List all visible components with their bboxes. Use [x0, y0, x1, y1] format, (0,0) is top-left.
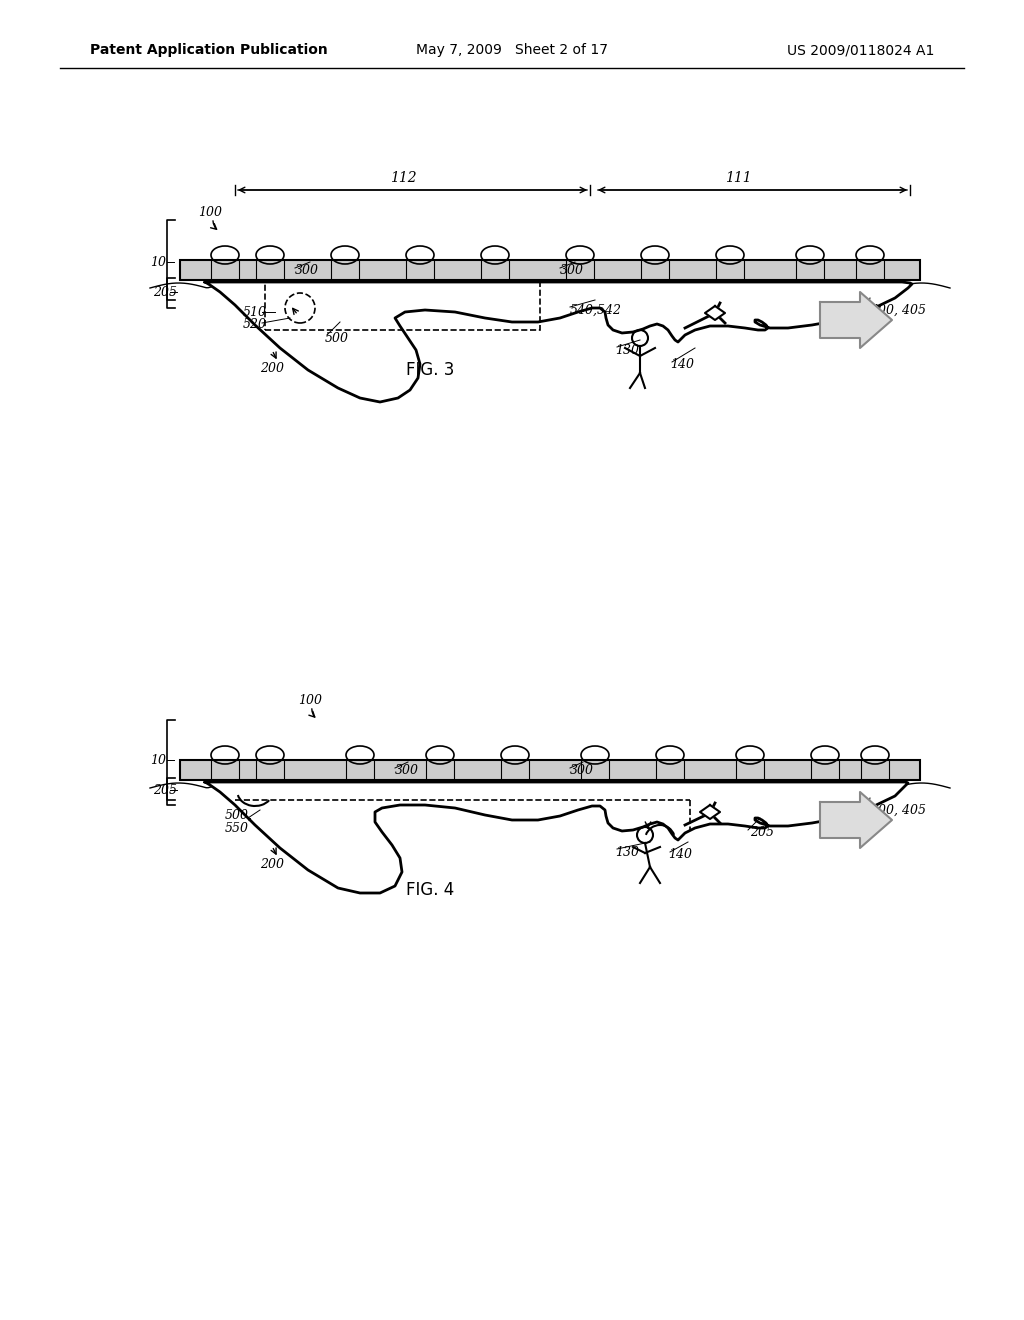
- Text: 10: 10: [150, 754, 166, 767]
- Polygon shape: [205, 282, 912, 403]
- Polygon shape: [705, 306, 725, 319]
- Text: May 7, 2009   Sheet 2 of 17: May 7, 2009 Sheet 2 of 17: [416, 44, 608, 57]
- Text: 540,542: 540,542: [570, 304, 622, 317]
- Text: 205: 205: [153, 784, 177, 796]
- Text: 300: 300: [395, 763, 419, 776]
- Polygon shape: [180, 260, 920, 280]
- Text: FIG. 4: FIG. 4: [406, 880, 454, 899]
- Text: 205: 205: [750, 825, 774, 838]
- Polygon shape: [180, 760, 920, 780]
- Text: 520: 520: [243, 318, 267, 331]
- Text: 140: 140: [668, 849, 692, 862]
- Text: US 2009/0118024 A1: US 2009/0118024 A1: [786, 44, 934, 57]
- Text: 100: 100: [198, 206, 222, 219]
- Text: 300: 300: [295, 264, 319, 276]
- Text: 100: 100: [298, 693, 322, 706]
- Text: 400, 405: 400, 405: [870, 804, 926, 817]
- Text: 510: 510: [243, 305, 267, 318]
- Text: 500: 500: [325, 331, 349, 345]
- Polygon shape: [820, 292, 892, 348]
- Text: 200: 200: [260, 858, 284, 871]
- Text: Patent Application Publication: Patent Application Publication: [90, 44, 328, 57]
- Text: 300: 300: [560, 264, 584, 276]
- Text: 130: 130: [615, 343, 639, 356]
- Text: FIG. 3: FIG. 3: [406, 360, 455, 379]
- Polygon shape: [700, 805, 720, 818]
- Text: 205: 205: [153, 285, 177, 298]
- Text: 550: 550: [225, 821, 249, 834]
- Text: 111: 111: [725, 172, 752, 185]
- Text: 130: 130: [615, 846, 639, 858]
- Text: 140: 140: [670, 359, 694, 371]
- Text: 400, 405: 400, 405: [870, 304, 926, 317]
- Text: 112: 112: [390, 172, 417, 185]
- Polygon shape: [205, 781, 908, 894]
- Text: 10: 10: [150, 256, 166, 268]
- Text: 300: 300: [570, 763, 594, 776]
- Text: 500,: 500,: [225, 808, 253, 821]
- Polygon shape: [820, 792, 892, 847]
- Text: 200: 200: [260, 362, 284, 375]
